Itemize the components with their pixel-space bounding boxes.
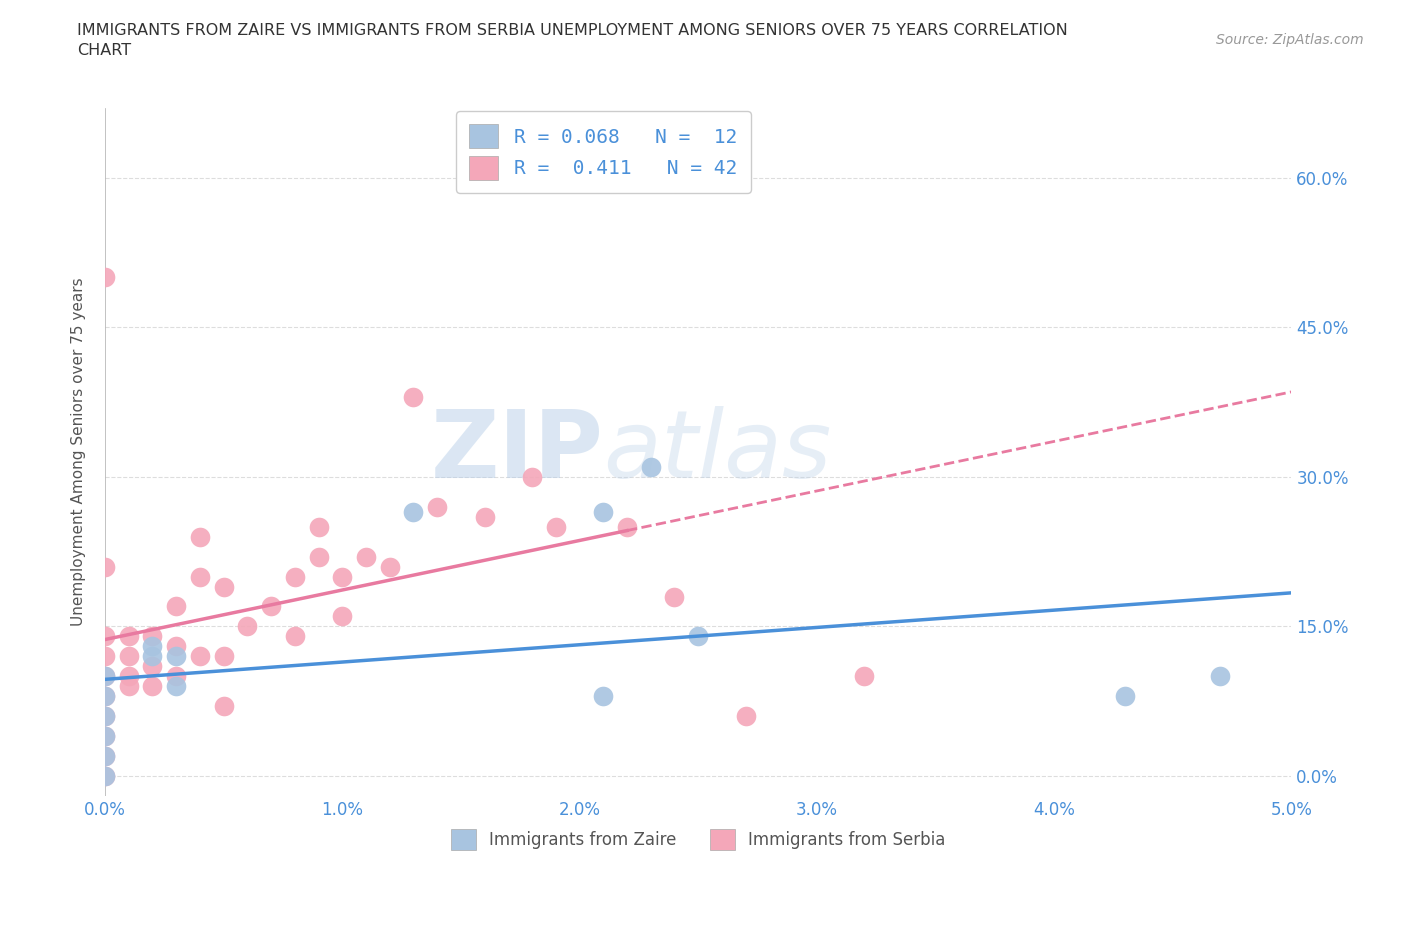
- Point: [664, 589, 686, 604]
- Point: [236, 619, 259, 634]
- Point: [141, 639, 163, 654]
- Point: [94, 709, 117, 724]
- Point: [94, 768, 117, 783]
- Point: [94, 768, 117, 783]
- Y-axis label: Unemployment Among Seniors over 75 years: Unemployment Among Seniors over 75 years: [72, 278, 86, 626]
- Point: [94, 689, 117, 704]
- Point: [378, 559, 401, 574]
- Point: [520, 470, 543, 485]
- Point: [165, 669, 187, 684]
- Point: [94, 749, 117, 764]
- Text: IMMIGRANTS FROM ZAIRE VS IMMIGRANTS FROM SERBIA UNEMPLOYMENT AMONG SENIORS OVER : IMMIGRANTS FROM ZAIRE VS IMMIGRANTS FROM…: [77, 23, 1069, 58]
- Point: [94, 709, 117, 724]
- Point: [734, 709, 756, 724]
- Point: [308, 519, 330, 534]
- Point: [474, 510, 496, 525]
- Point: [544, 519, 567, 534]
- Point: [426, 499, 449, 514]
- Point: [853, 669, 876, 684]
- Point: [402, 390, 425, 405]
- Point: [188, 569, 211, 584]
- Point: [94, 729, 117, 744]
- Point: [94, 270, 117, 285]
- Point: [188, 529, 211, 544]
- Point: [330, 569, 353, 584]
- Point: [688, 629, 710, 644]
- Point: [165, 599, 187, 614]
- Point: [94, 629, 117, 644]
- Point: [94, 729, 117, 744]
- Point: [141, 629, 163, 644]
- Point: [94, 559, 117, 574]
- Point: [141, 649, 163, 664]
- Point: [94, 689, 117, 704]
- Point: [592, 504, 614, 519]
- Point: [118, 649, 141, 664]
- Point: [308, 550, 330, 565]
- Point: [212, 698, 235, 713]
- Point: [568, 151, 591, 166]
- Point: [402, 504, 425, 519]
- Point: [212, 579, 235, 594]
- Point: [354, 550, 377, 565]
- Point: [212, 649, 235, 664]
- Point: [118, 669, 141, 684]
- Point: [284, 569, 307, 584]
- Point: [94, 649, 117, 664]
- Text: ZIP: ZIP: [430, 406, 603, 498]
- Point: [165, 679, 187, 694]
- Point: [94, 749, 117, 764]
- Point: [640, 459, 662, 474]
- Point: [94, 669, 117, 684]
- Point: [165, 639, 187, 654]
- Point: [141, 658, 163, 673]
- Point: [330, 609, 353, 624]
- Point: [284, 629, 307, 644]
- Point: [188, 649, 211, 664]
- Point: [94, 669, 117, 684]
- Text: atlas: atlas: [603, 406, 831, 498]
- Point: [260, 599, 283, 614]
- Legend: Immigrants from Zaire, Immigrants from Serbia: Immigrants from Zaire, Immigrants from S…: [444, 823, 952, 857]
- Point: [592, 689, 614, 704]
- Text: Source: ZipAtlas.com: Source: ZipAtlas.com: [1216, 33, 1364, 46]
- Point: [165, 649, 187, 664]
- Point: [1114, 689, 1136, 704]
- Point: [616, 519, 638, 534]
- Point: [118, 679, 141, 694]
- Point: [141, 679, 163, 694]
- Point: [1209, 669, 1232, 684]
- Point: [118, 629, 141, 644]
